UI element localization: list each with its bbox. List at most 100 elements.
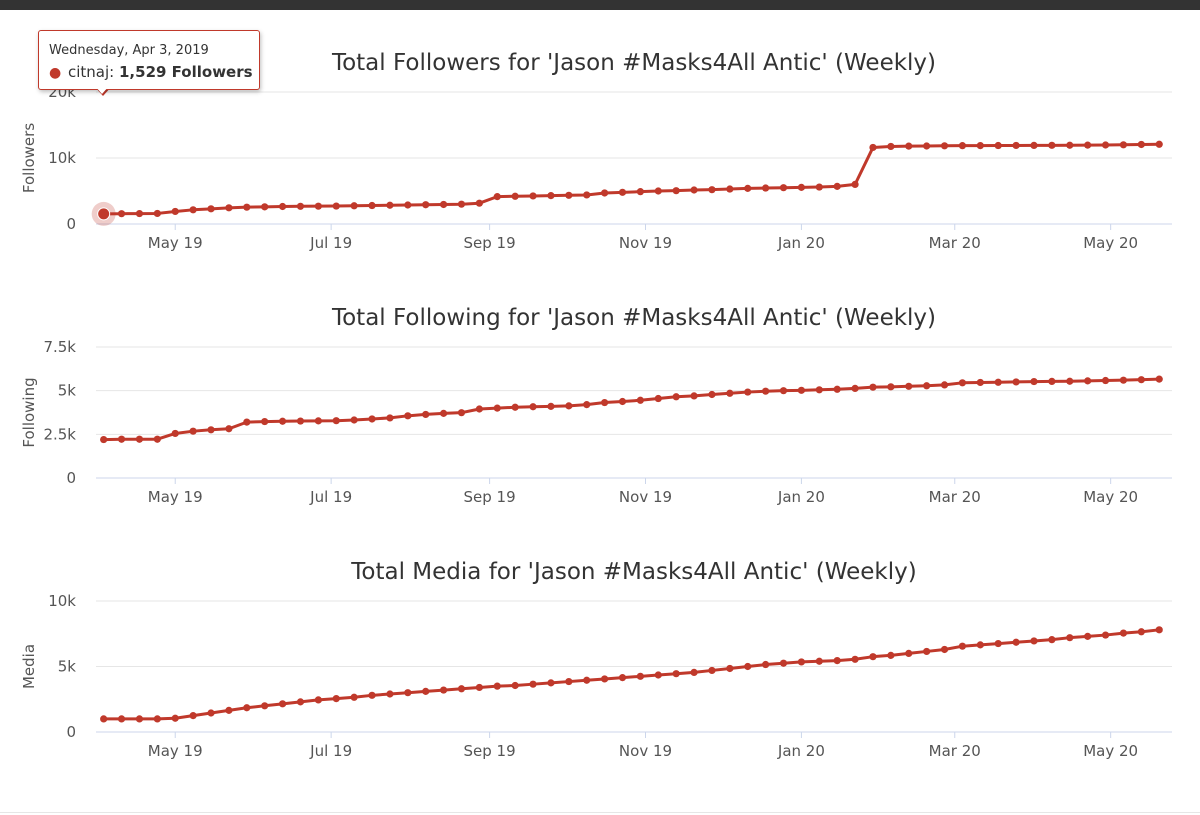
data-point[interactable] [583, 191, 591, 199]
data-point[interactable] [511, 403, 519, 411]
data-point[interactable] [565, 677, 573, 686]
data-point[interactable] [278, 202, 287, 211]
data-point[interactable] [690, 668, 698, 676]
data-point[interactable] [529, 403, 537, 411]
data-point[interactable] [207, 426, 215, 434]
data-point[interactable] [905, 142, 913, 150]
data-point[interactable] [618, 674, 627, 682]
data-point[interactable] [976, 378, 984, 387]
data-point[interactable] [296, 202, 305, 210]
data-point[interactable] [189, 712, 197, 720]
data-point[interactable] [350, 416, 358, 424]
data-point[interactable] [940, 142, 949, 150]
data-point[interactable] [923, 647, 931, 656]
data-point[interactable] [1030, 377, 1038, 386]
data-point[interactable] [690, 392, 698, 400]
data-point[interactable] [762, 387, 770, 395]
data-point[interactable] [350, 202, 358, 210]
data-point[interactable] [368, 691, 376, 699]
data-point[interactable] [350, 693, 358, 701]
data-point[interactable] [708, 186, 716, 194]
data-point[interactable] [153, 715, 161, 723]
data-point[interactable] [261, 203, 269, 211]
data-point[interactable] [332, 694, 340, 703]
data-point[interactable] [171, 714, 179, 722]
data-point[interactable] [797, 386, 806, 394]
data-point[interactable] [708, 666, 716, 675]
data-point[interactable] [958, 142, 967, 150]
data-point[interactable] [100, 435, 108, 444]
data-point[interactable] [422, 687, 430, 695]
data-point[interactable] [547, 192, 555, 200]
data-point[interactable] [887, 383, 895, 391]
data-point[interactable] [207, 205, 215, 213]
data-point[interactable] [422, 410, 430, 419]
data-point[interactable] [404, 412, 412, 420]
data-point[interactable] [1066, 141, 1074, 149]
data-point[interactable] [1137, 376, 1145, 384]
data-point[interactable] [851, 180, 859, 188]
data-point[interactable] [117, 435, 126, 443]
data-point[interactable] [135, 209, 144, 218]
data-point[interactable] [457, 409, 466, 417]
data-point[interactable] [1155, 375, 1163, 383]
data-point[interactable] [511, 192, 519, 200]
data-point[interactable] [690, 186, 698, 194]
data-point[interactable] [1048, 377, 1056, 386]
data-point[interactable] [618, 188, 627, 196]
data-point[interactable] [762, 184, 770, 192]
data-point[interactable] [851, 655, 859, 663]
data-point[interactable] [887, 651, 895, 659]
data-point[interactable] [1119, 141, 1128, 149]
data-point[interactable] [332, 202, 340, 210]
data-point[interactable] [368, 415, 376, 423]
data-point[interactable] [601, 675, 609, 683]
data-point[interactable] [672, 670, 680, 678]
data-point[interactable] [833, 385, 841, 393]
data-point[interactable] [797, 183, 806, 191]
data-point[interactable] [100, 715, 108, 723]
data-point[interactable] [404, 689, 412, 697]
data-point[interactable] [278, 700, 287, 708]
data-point[interactable] [225, 706, 233, 714]
data-point[interactable] [815, 386, 823, 394]
data-point[interactable] [1012, 638, 1020, 646]
data-point[interactable] [851, 384, 859, 392]
data-point[interactable] [529, 192, 537, 200]
data-point[interactable] [1066, 634, 1074, 642]
data-point[interactable] [779, 659, 788, 667]
data-point[interactable] [207, 709, 215, 717]
data-point[interactable] [601, 189, 609, 197]
data-point[interactable] [296, 417, 305, 425]
data-point[interactable] [565, 402, 573, 410]
data-point[interactable] [1048, 636, 1056, 644]
data-point[interactable] [994, 378, 1002, 386]
data-point[interactable] [296, 698, 305, 706]
data-point[interactable] [511, 681, 519, 690]
data-point[interactable] [940, 645, 949, 654]
data-point[interactable] [654, 394, 662, 403]
data-point[interactable] [654, 671, 662, 679]
data-point[interactable] [225, 204, 233, 212]
data-point[interactable] [261, 417, 269, 426]
data-point[interactable] [386, 414, 394, 422]
data-point[interactable] [225, 425, 233, 433]
data-point[interactable] [475, 683, 483, 692]
data-point[interactable] [958, 379, 967, 387]
data-point[interactable] [368, 201, 376, 210]
data-point[interactable] [583, 676, 591, 684]
data-point[interactable] [135, 435, 144, 443]
data-point[interactable] [672, 393, 680, 401]
data-point[interactable] [1030, 141, 1038, 149]
data-point[interactable] [1101, 141, 1110, 149]
data-point[interactable] [1084, 141, 1092, 149]
data-point[interactable] [117, 715, 126, 723]
data-point[interactable] [422, 201, 430, 209]
data-point[interactable] [439, 409, 448, 417]
data-point[interactable] [457, 685, 466, 693]
data-point[interactable] [1119, 629, 1128, 637]
data-point[interactable] [404, 201, 412, 209]
data-point[interactable] [243, 704, 251, 712]
data-point[interactable] [314, 417, 322, 425]
data-point[interactable] [1012, 141, 1020, 150]
